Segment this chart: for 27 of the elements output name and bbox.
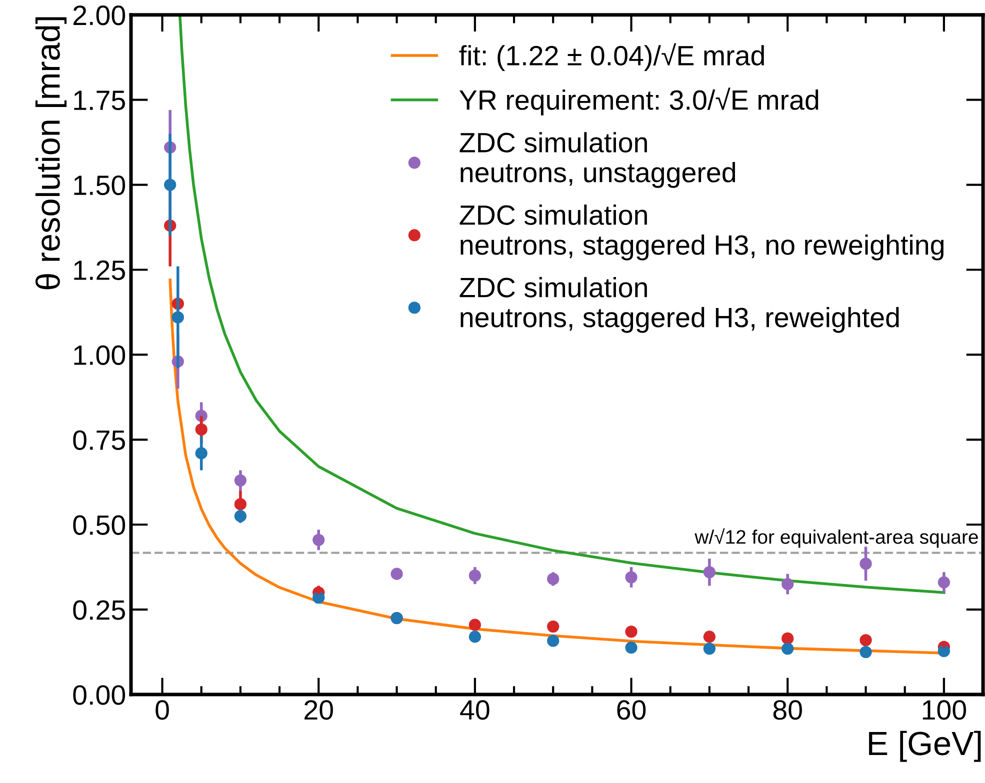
legend-label: ZDC simulation neutrons, unstaggered [460,132,736,188]
y-axis-title: θ resolution [mrad] [35,17,67,290]
legend-label: YR requirement: 3.0/√E mrad [459,88,818,116]
x-tick-label: 0 [156,700,169,720]
x-tick-label: 20 [304,700,333,720]
point [625,626,638,638]
y-tick-label: 1.00 [74,345,126,366]
y-tick-label: 1.25 [74,260,125,280]
x-tick-label: 80 [773,700,802,720]
x-tick-label: 60 [617,700,646,720]
x-axis-title: E [GeV] [869,730,981,762]
y-tick-label: 1.75 [74,90,125,110]
legend-label: fit: (1.22 ± 0.04)/√E mrad [459,43,764,71]
y-tick-label: 0.50 [73,515,126,535]
legend-label: ZDC simulation neutrons, staggered H3, no reweighting [460,204,944,260]
point [625,642,638,654]
x-tick-label: 40 [460,700,490,720]
y-tick-label: 1.50 [74,175,126,196]
legend-label: ZDC simulation neutrons, staggered H3, reweighted [460,277,899,333]
point [860,646,872,658]
y-tick-label: 2.00 [73,6,126,26]
y-tick-label: 0.25 [73,600,125,620]
y-tick-label: 0.75 [73,430,125,450]
ref-line-label: w/√12 for equivalent-area square [694,528,978,548]
y-tick-label: 0.00 [73,685,126,705]
point [860,634,872,646]
x-tick-label: 100 [922,700,966,720]
